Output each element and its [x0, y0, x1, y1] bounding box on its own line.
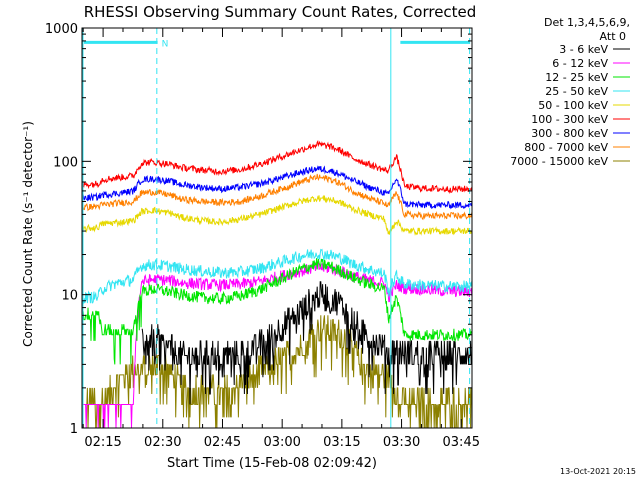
legend-label-8: 7000 - 15000 keV [510, 155, 608, 168]
y-tick-label: 1000 [45, 22, 78, 37]
y-tick-label: 100 [53, 155, 78, 170]
x-axis-label: Start Time (15-Feb-08 02:09:42) [167, 456, 377, 471]
x-tick-label: 03:45 [443, 435, 480, 450]
x-tick-label: 02:15 [84, 435, 121, 450]
legend-header: Det 1,3,4,5,6,9, Att 0 [544, 16, 630, 43]
legend-label-3: 25 - 50 keV [545, 85, 608, 98]
y-axis-label: Corrected Count Rate (s⁻¹ detector⁻¹) [21, 121, 35, 347]
x-tick-label: 03:00 [263, 435, 300, 450]
plot-frame [81, 27, 473, 429]
series-line-3 [81, 248, 473, 304]
x-tick-label: 02:45 [204, 435, 241, 450]
flag-label: N [162, 39, 169, 49]
x-tick-label: 02:30 [144, 435, 181, 450]
series-layer [81, 140, 473, 429]
series-line-8 [82, 315, 473, 429]
legend-label-7: 800 - 7000 keV [524, 141, 608, 154]
x-tick-label: 03:30 [383, 435, 420, 450]
x-axis: 02:15 02:30 02:45 03:00 03:15 03:30 03:45 [82, 28, 480, 450]
legend-header-line-2: Att 0 [600, 30, 626, 43]
annotation-layer: N [82, 28, 471, 428]
legend-label-2: 12 - 25 keV [545, 71, 608, 84]
x-tick-label: 03:15 [323, 435, 360, 450]
series-line-6 [81, 165, 473, 210]
legend-label-4: 50 - 100 keV [538, 99, 608, 112]
footer-timestamp: 13-Oct-2021 20:15 [560, 467, 636, 476]
legend-label-1: 6 - 12 keV [552, 57, 608, 70]
y-tick-label: 1 [70, 422, 78, 437]
series-line-2 [81, 258, 473, 365]
legend-header-line-1: Det 1,3,4,5,6,9, [544, 16, 630, 29]
legend-label-0: 3 - 6 keV [559, 43, 608, 56]
series-line-5 [81, 140, 473, 195]
chart-title: RHESSI Observing Summary Count Rates, Co… [84, 3, 477, 21]
series-line-4 [81, 194, 473, 236]
y-tick-label: 10 [61, 289, 78, 304]
y-axis: 1 10 100 1000 [45, 22, 472, 437]
series-line-7 [81, 173, 473, 221]
legend-label-6: 300 - 800 keV [531, 127, 608, 140]
series-line-0 [141, 281, 473, 405]
legend-label-5: 100 - 300 keV [531, 113, 608, 126]
